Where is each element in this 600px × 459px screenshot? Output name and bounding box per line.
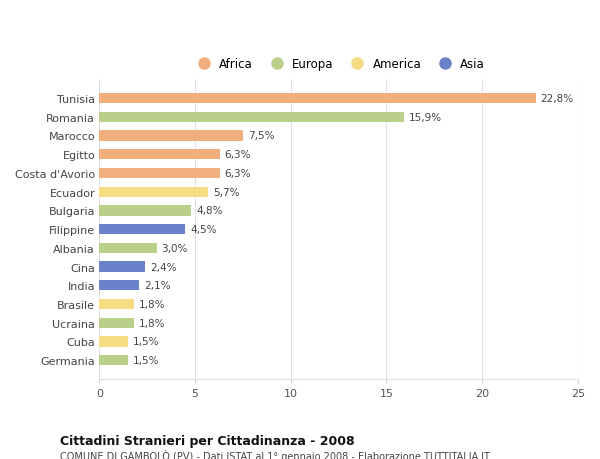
Bar	[99, 150, 220, 160]
Text: COMUNE DI GAMBOLÒ (PV) - Dati ISTAT al 1° gennaio 2008 - Elaborazione TUTTITALIA: COMUNE DI GAMBOLÒ (PV) - Dati ISTAT al 1…	[60, 449, 490, 459]
Bar	[99, 262, 145, 272]
Text: 5,7%: 5,7%	[213, 187, 240, 197]
Text: 15,9%: 15,9%	[409, 112, 442, 123]
Text: Cittadini Stranieri per Cittadinanza - 2008: Cittadini Stranieri per Cittadinanza - 2…	[60, 434, 355, 447]
Bar	[99, 168, 220, 179]
Text: 6,3%: 6,3%	[224, 168, 251, 179]
Bar	[99, 355, 128, 365]
Text: 4,8%: 4,8%	[196, 206, 223, 216]
Legend: Africa, Europa, America, Asia: Africa, Europa, America, Asia	[188, 53, 490, 75]
Bar	[99, 318, 134, 328]
Text: 1,8%: 1,8%	[139, 318, 165, 328]
Bar	[99, 187, 208, 197]
Bar	[99, 94, 536, 104]
Text: 7,5%: 7,5%	[248, 131, 274, 141]
Text: 3,0%: 3,0%	[161, 243, 188, 253]
Bar	[99, 280, 139, 291]
Text: 6,3%: 6,3%	[224, 150, 251, 160]
Bar	[99, 112, 404, 123]
Text: 2,4%: 2,4%	[150, 262, 176, 272]
Text: 2,1%: 2,1%	[144, 281, 171, 291]
Bar	[99, 243, 157, 253]
Bar	[99, 224, 185, 235]
Text: 4,5%: 4,5%	[190, 224, 217, 235]
Text: 1,8%: 1,8%	[139, 299, 165, 309]
Bar	[99, 206, 191, 216]
Text: 1,5%: 1,5%	[133, 337, 159, 347]
Text: 22,8%: 22,8%	[541, 94, 574, 104]
Bar	[99, 299, 134, 309]
Bar	[99, 336, 128, 347]
Bar	[99, 131, 243, 141]
Text: 1,5%: 1,5%	[133, 355, 159, 365]
